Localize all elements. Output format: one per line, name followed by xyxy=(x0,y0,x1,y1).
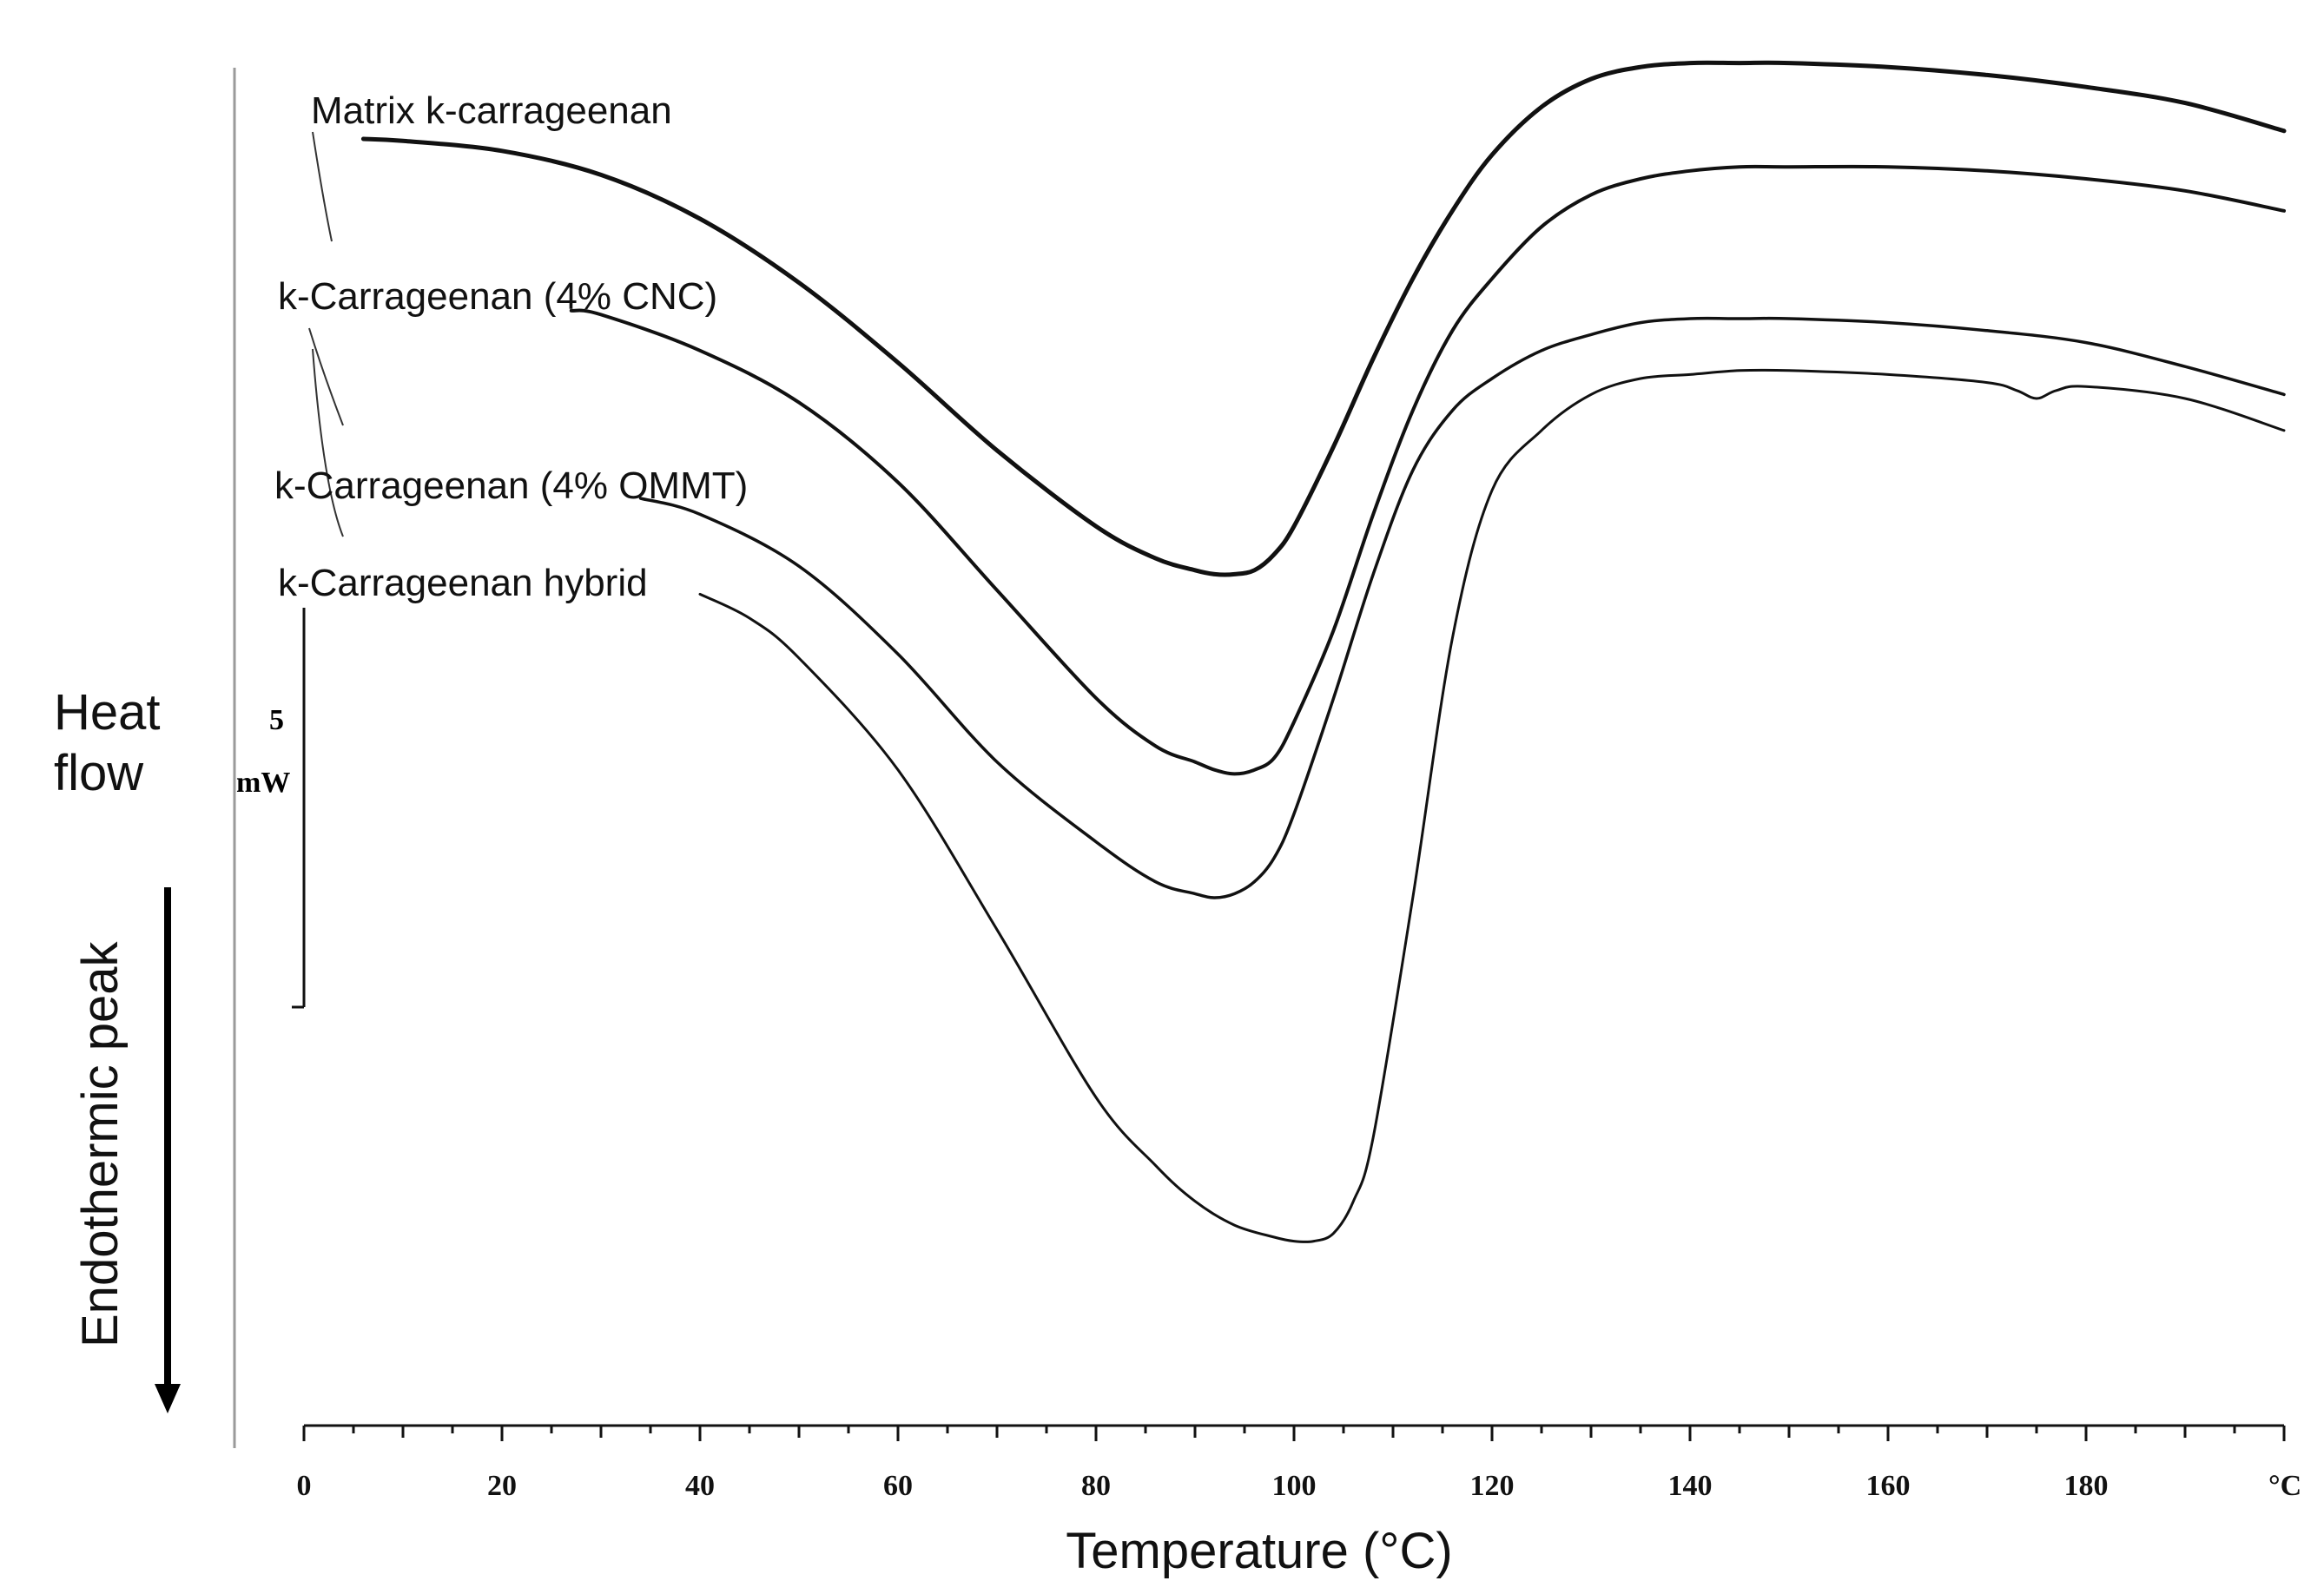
heat-flow-label-line-1: Heat xyxy=(54,684,161,741)
x-axis-tick-labels: 0 20 40 60 80 100 120 140 160 180 xyxy=(297,1470,2109,1502)
series-label-matrix: Matrix k-carrageenan xyxy=(311,89,672,132)
scale-bar xyxy=(292,608,306,1009)
x-tick-label: 80 xyxy=(1081,1470,1111,1502)
curve-k-carrageenan-hybrid xyxy=(698,368,2286,1243)
endothermic-peak-label: Endothermic peak xyxy=(72,941,129,1347)
label-leader-strokes xyxy=(308,131,344,537)
curve-matrix-k-carrageenan xyxy=(360,60,2287,577)
series-curves xyxy=(360,60,2287,1243)
x-tick-label: 100 xyxy=(1272,1470,1317,1502)
x-tick-label: 120 xyxy=(1470,1470,1515,1502)
endothermic-arrow-icon xyxy=(155,887,181,1413)
series-label-cnc: k-Carrageenan (4% CNC) xyxy=(278,275,717,318)
scale-bar-unit: mW xyxy=(236,767,290,799)
x-tick-label: 0 xyxy=(297,1470,312,1502)
x-unit-label: °C xyxy=(2268,1470,2301,1502)
series-label-hybrid: k-Carrageenan hybrid xyxy=(278,562,648,604)
x-axis-title: Temperature (°C) xyxy=(1066,1523,1452,1579)
x-tick-label: 20 xyxy=(487,1470,517,1502)
heat-flow-label-line-2: flow xyxy=(54,745,144,801)
curve-k-carrageenan-4pct-cnc xyxy=(569,164,2286,776)
curve-k-carrageenan-4pct-ommt xyxy=(638,316,2286,899)
x-tick-label: 180 xyxy=(2064,1470,2109,1502)
x-axis-ticks xyxy=(302,1426,2286,1441)
series-label-ommt: k-Carrageenan (4% OMMT) xyxy=(274,464,748,507)
x-tick-label: 140 xyxy=(1668,1470,1713,1502)
x-tick-label: 40 xyxy=(685,1470,715,1502)
x-tick-label: 60 xyxy=(883,1470,913,1502)
x-tick-label: 160 xyxy=(1866,1470,1911,1502)
scale-bar-value: 5 xyxy=(269,704,284,736)
